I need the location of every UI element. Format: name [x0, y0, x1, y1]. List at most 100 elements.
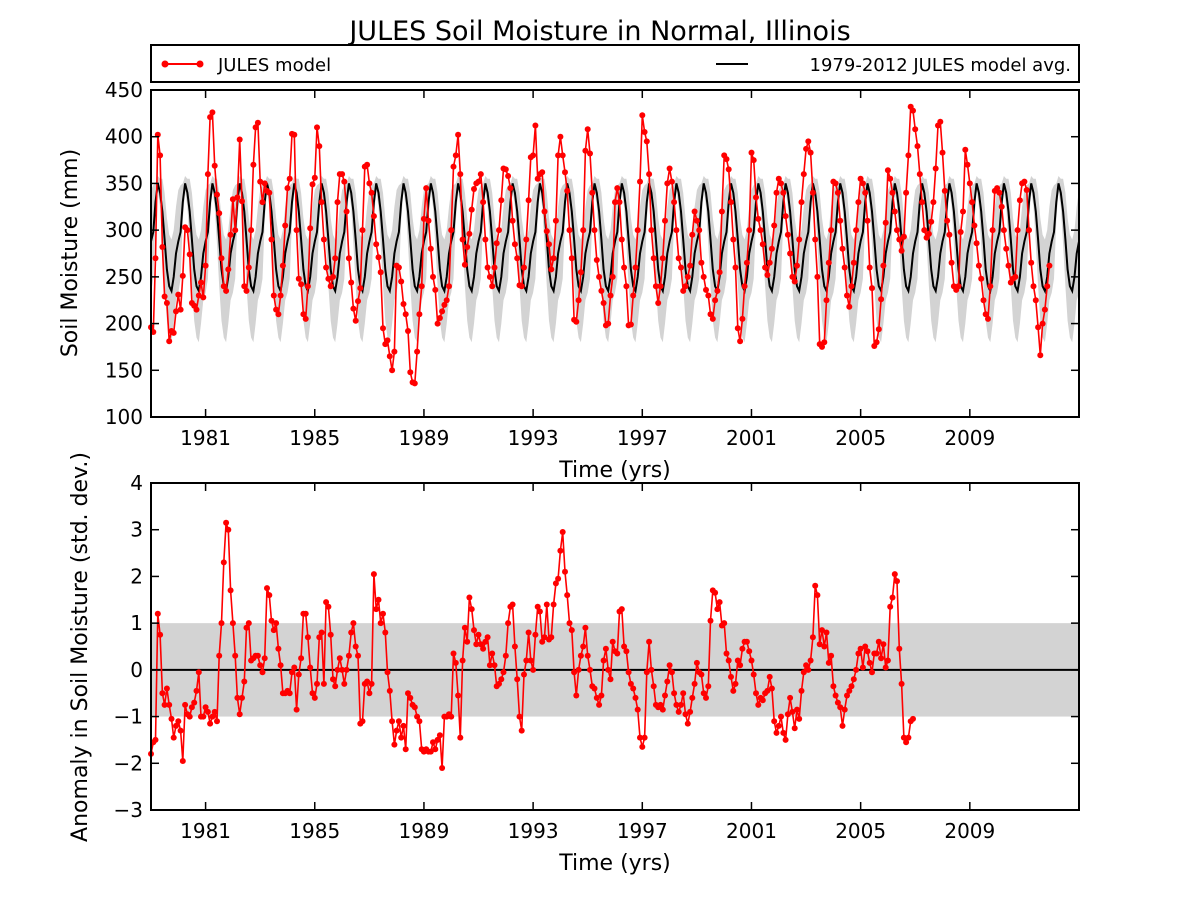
data-point — [960, 208, 966, 215]
data-point — [416, 311, 423, 318]
data-point — [507, 185, 514, 192]
data-point — [298, 281, 305, 288]
data-point — [245, 264, 252, 271]
data-point — [557, 547, 564, 554]
data-point — [894, 578, 900, 585]
data-point — [671, 199, 678, 206]
data-point — [173, 722, 179, 729]
data-point — [316, 143, 323, 150]
data-point — [534, 175, 541, 182]
chart-title: JULES Soil Moisture in Normal, Illinois — [347, 16, 850, 47]
data-point — [630, 685, 637, 692]
data-point — [368, 680, 375, 687]
data-point — [311, 694, 318, 701]
data-point — [600, 657, 607, 664]
y-tick-label: 4 — [130, 471, 143, 495]
data-point — [882, 219, 889, 226]
data-point — [768, 245, 775, 252]
data-point — [693, 217, 700, 224]
data-point — [202, 262, 209, 269]
data-point — [295, 671, 302, 678]
data-point — [750, 157, 757, 164]
data-point — [1037, 352, 1044, 359]
data-point — [471, 627, 477, 634]
data-point — [220, 283, 227, 290]
data-point — [273, 620, 280, 627]
data-point — [343, 666, 350, 673]
data-point — [411, 380, 418, 387]
data-point — [384, 669, 391, 676]
data-point — [555, 575, 562, 582]
data-point — [821, 339, 828, 346]
data-point — [307, 664, 314, 671]
data-point — [937, 118, 944, 125]
data-point — [657, 701, 664, 708]
data-point — [391, 348, 398, 355]
y-tick-label: 2 — [130, 564, 143, 588]
data-point — [600, 300, 607, 306]
data-point — [527, 657, 534, 664]
data-point — [925, 230, 932, 237]
data-point — [459, 236, 466, 243]
data-point — [780, 729, 787, 736]
data-point — [837, 704, 844, 711]
data-point — [254, 119, 261, 126]
data-point — [166, 338, 173, 345]
data-point — [323, 264, 330, 271]
data-point — [232, 652, 239, 659]
data-point — [355, 298, 361, 305]
data-point — [869, 285, 875, 292]
data-point — [577, 652, 584, 659]
data-point — [623, 648, 630, 655]
data-point — [910, 107, 916, 114]
data-point — [341, 680, 348, 687]
data-point — [227, 231, 234, 238]
data-point — [168, 715, 175, 722]
data-point — [525, 629, 532, 636]
data-point — [1032, 297, 1039, 304]
data-point — [484, 634, 491, 641]
data-point — [170, 734, 177, 741]
data-point — [152, 255, 159, 262]
data-point — [343, 208, 350, 215]
data-point — [559, 529, 566, 535]
data-point — [161, 701, 168, 708]
data-point — [1021, 178, 1028, 185]
data-point — [564, 592, 571, 599]
data-point — [859, 180, 866, 187]
data-point — [320, 680, 327, 687]
data-point — [734, 325, 741, 332]
data-point — [782, 736, 789, 743]
data-point — [214, 718, 220, 725]
data-point — [582, 147, 589, 154]
data-point — [673, 701, 680, 708]
data-point — [173, 308, 179, 315]
data-point — [241, 283, 248, 290]
data-point — [498, 197, 505, 204]
data-point — [848, 283, 855, 290]
data-point — [678, 264, 684, 271]
data-point — [900, 233, 907, 240]
data-point — [584, 652, 591, 659]
data-point — [314, 124, 320, 131]
data-point — [971, 222, 978, 229]
data-point — [516, 713, 523, 720]
data-point — [700, 690, 707, 697]
legend-avg-label: 1979-2012 JULES model avg. — [810, 55, 1071, 76]
data-point — [393, 727, 400, 734]
data-point — [994, 185, 1001, 192]
data-point — [161, 293, 168, 300]
data-point — [873, 339, 880, 346]
data-point — [466, 594, 473, 601]
data-point — [555, 152, 562, 159]
data-point — [277, 662, 284, 669]
data-point — [534, 603, 541, 610]
data-point — [650, 255, 657, 262]
x-tick-label: 1981 — [180, 819, 231, 843]
data-point — [632, 694, 639, 701]
data-point — [550, 601, 557, 608]
x-tick-label: 1989 — [398, 426, 449, 450]
data-point — [511, 643, 518, 650]
data-point — [200, 713, 207, 720]
data-point — [834, 699, 841, 706]
